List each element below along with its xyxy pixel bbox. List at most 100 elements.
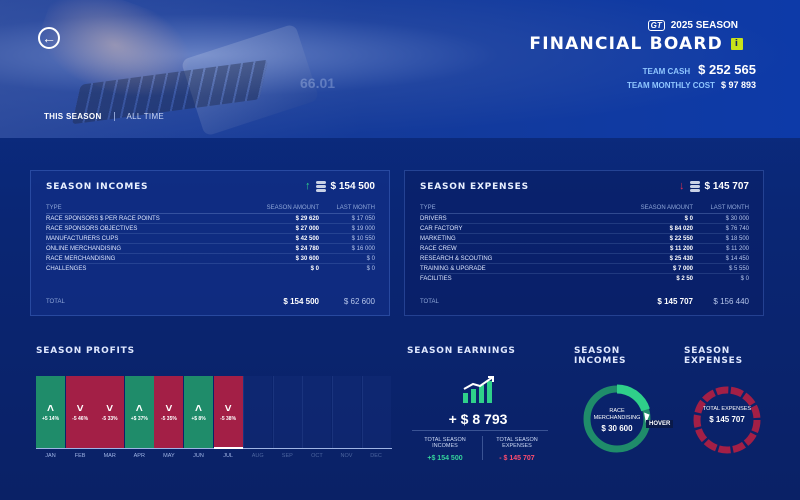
month-label: SEP xyxy=(281,453,293,459)
table-row: MARKETING $ 22 550 $ 18 500 xyxy=(420,234,749,244)
team-monthly-cost: TEAM MONTHLY COST $ 97 893 xyxy=(627,80,756,90)
month-column-jul[interactable]: ˅ -5 38% xyxy=(213,376,243,448)
total-label: TOTAL xyxy=(46,298,65,305)
gt-logo: GT xyxy=(647,20,665,31)
month-column-aug[interactable] xyxy=(243,376,273,448)
panel-total: ↑ $ 154 500 xyxy=(305,180,375,192)
info-button[interactable]: i xyxy=(731,38,743,50)
month-column-feb[interactable]: ˅ -5 46% xyxy=(65,376,95,448)
row-amount: $ 30 600 xyxy=(295,255,319,262)
row-last: $ 18 500 xyxy=(725,235,749,242)
expenses-donut-chart[interactable] xyxy=(691,384,763,456)
chevron-down-icon: ˅ xyxy=(165,401,173,415)
chevron-down-icon: ˅ xyxy=(224,401,232,415)
month-bar: ˄ +$ 37% xyxy=(124,376,154,448)
row-last: $ 0 xyxy=(366,255,375,262)
coins-icon xyxy=(315,180,326,192)
month-value: -5 46% xyxy=(72,416,89,422)
back-button[interactable]: ← xyxy=(38,27,60,49)
table-row: RACE CREW $ 11 200 $ 11 200 xyxy=(420,244,749,254)
total-row: TOTAL $ 145 707 $ 156 440 xyxy=(420,297,749,306)
total-label: TOTAL xyxy=(420,298,439,305)
hover-tag: HOVER xyxy=(646,420,674,428)
row-amount: $ 24 780 xyxy=(295,245,319,252)
row-last: $ 19 000 xyxy=(351,225,375,232)
col-type: TYPE xyxy=(46,205,62,211)
coins-icon xyxy=(689,180,700,192)
team-cash-value: $ 252 565 xyxy=(698,62,756,77)
row-last: $ 30 000 xyxy=(725,215,749,222)
panel-total: ↓ $ 145 707 xyxy=(679,180,749,192)
month-value: +5 14% xyxy=(41,416,60,422)
row-last: $ 10 550 xyxy=(351,235,375,242)
col-last-month: LAST MONTH xyxy=(336,205,375,211)
row-last: $ 5 550 xyxy=(728,265,749,272)
month-bar: ˄ +$ 8% xyxy=(184,376,213,448)
month-column-oct[interactable] xyxy=(302,376,332,448)
row-type: MANUFACTURERS CUPS xyxy=(46,235,119,242)
tab-all-time[interactable]: ALL TIME xyxy=(126,112,165,121)
row-last: $ 16 000 xyxy=(351,245,375,252)
donut-ring xyxy=(693,386,761,454)
row-amount: $ 84 020 xyxy=(669,225,693,232)
col-amount: SEASON AMOUNT xyxy=(266,205,319,211)
donut-center-label: RACE MERCHANDISING xyxy=(593,408,641,421)
month-column-may[interactable]: ˅ -5 35% xyxy=(154,376,184,448)
table-row: MANUFACTURERS CUPS $ 42 500 $ 10 550 xyxy=(46,234,375,244)
earnings-value: + $ 8 793 xyxy=(448,411,508,427)
table-row: RESEARCH & SCOUTING $ 25 430 $ 14 450 xyxy=(420,254,749,264)
total-season-expenses: TOTAL SEASON EXPENSES - $ 145 707 xyxy=(484,437,550,462)
month-column-dec[interactable] xyxy=(361,376,391,448)
season-expenses-panel: SEASON EXPENSES ↓ $ 145 707 TYPE SEASON … xyxy=(404,170,764,316)
month-column-apr[interactable]: ˄ +$ 37% xyxy=(124,376,154,448)
table-row: FACILITIES $ 2 50 $ 0 xyxy=(420,274,749,284)
row-amount: $ 0 xyxy=(310,266,319,272)
table-row: RACE MERCHANDISING $ 30 600 $ 0 xyxy=(46,254,375,264)
row-amount: $ 42 500 xyxy=(295,235,319,242)
table-row: CHALLENGES $ 0 $ 0 xyxy=(46,264,375,274)
incomes-donut-chart[interactable] xyxy=(581,383,653,455)
donut-highlight-segment[interactable] xyxy=(582,384,652,454)
season-incomes-panel: SEASON INCOMES ↑ $ 154 500 TYPE SEASON A… xyxy=(30,170,390,316)
row-amount: $ 25 430 xyxy=(669,255,693,262)
month-column-jun[interactable]: ˄ +$ 8% xyxy=(184,376,213,448)
incomes-table: TYPE SEASON AMOUNT LAST MONTH RACE SPONS… xyxy=(46,203,375,274)
month-bar: ˅ -5 46% xyxy=(65,376,95,448)
expenses-table: TYPE SEASON AMOUNT LAST MONTH DRIVERS $ … xyxy=(420,203,749,284)
month-bar xyxy=(243,376,273,448)
row-last: $ 0 xyxy=(366,266,375,272)
total-last: $ 156 440 xyxy=(713,297,749,306)
row-last: $ 14 450 xyxy=(725,255,749,262)
tab-divider xyxy=(113,112,115,121)
season-profits-title: SEASON PROFITS xyxy=(36,346,135,356)
month-bar xyxy=(302,376,332,448)
donut-incomes-title: SEASON INCOMES xyxy=(574,346,627,366)
tab-this-season[interactable]: THIS SEASON xyxy=(44,112,102,121)
background-number: 66.01 xyxy=(300,75,336,91)
month-bar xyxy=(332,376,361,448)
row-amount: $ 2 50 xyxy=(676,276,693,282)
page-title-text: FINANCIAL BOARD xyxy=(529,34,723,54)
incomes-donut-center: RACE MERCHANDISING $ 30 600 xyxy=(586,408,648,433)
row-amount: $ 27 000 xyxy=(295,225,319,232)
row-last: $ 11 200 xyxy=(726,245,749,252)
row-type: RACE SPONSORS OBJECTIVES xyxy=(46,225,138,232)
row-last: $ 76 740 xyxy=(725,225,749,232)
month-column-jan[interactable]: ˄ +5 14% xyxy=(36,376,65,448)
month-column-mar[interactable]: ˅ -5 33% xyxy=(95,376,125,448)
panel-total-value: $ 154 500 xyxy=(330,180,376,192)
month-column-nov[interactable] xyxy=(332,376,361,448)
month-bar: ˅ -5 35% xyxy=(154,376,184,448)
table-row: CAR FACTORY $ 84 020 $ 76 740 xyxy=(420,224,749,234)
table-row: RACE SPONSORS OBJECTIVES $ 27 000 $ 19 0… xyxy=(46,224,375,234)
tabs: THIS SEASON ALL TIME xyxy=(44,112,164,121)
row-type: TRAINING & UPGRADE xyxy=(420,265,486,272)
table-header: TYPE SEASON AMOUNT LAST MONTH xyxy=(46,203,375,214)
month-value: +$ 37% xyxy=(130,416,148,422)
month-column-sep[interactable] xyxy=(272,376,302,448)
table-row: TRAINING & UPGRADE $ 7 000 $ 5 550 xyxy=(420,264,749,274)
season-earnings-title: SEASON EARNINGS xyxy=(407,346,516,356)
season-profits-chart: ˄ +5 14% JAN ˅ -5 46% FEB ˅ -5 33% MAR ˄ +$ 37% APR… xyxy=(36,376,392,462)
arrow-left-icon: ← xyxy=(42,30,56,46)
month-bar xyxy=(361,376,391,448)
